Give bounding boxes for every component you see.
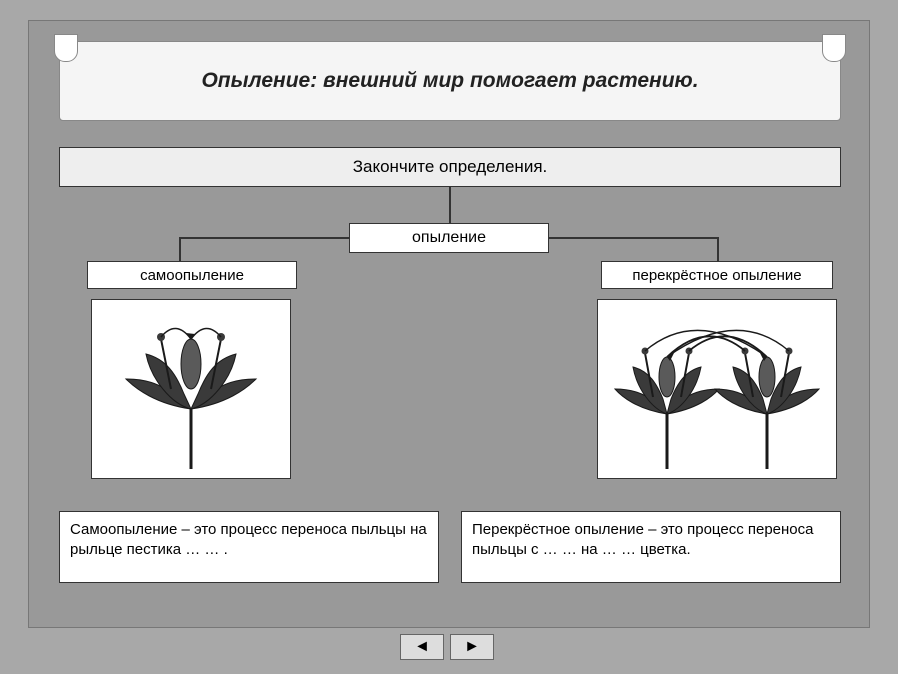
connector-line [549,237,719,239]
definition-right-text: Перекрёстное опыление – это процесс пере… [472,521,813,558]
nav-controls: ◄ ► [400,634,494,660]
slide-title: Опыление: внешний мир помогает растению. [201,69,698,93]
definition-right: Перекрёстное опыление – это процесс пере… [461,511,841,583]
branch-left-label-box: самоопыление [87,261,297,289]
chevron-right-icon: ► [464,638,480,656]
connector-line [179,237,181,261]
root-node: опыление [349,223,549,253]
branch-right-label-box: перекрёстное опыление [601,261,833,289]
flower-icon [116,309,266,469]
definition-left-text: Самоопыление – это процесс переноса пыль… [70,521,427,558]
branch-right-label: перекрёстное опыление [632,267,801,284]
branch-left-label: самоопыление [140,267,244,284]
connector-line [449,187,451,223]
chevron-left-icon: ◄ [414,638,430,656]
definition-left: Самоопыление – это процесс переноса пыль… [59,511,439,583]
instruction-box: Закончите определения. [59,147,841,187]
connector-line [179,237,349,239]
root-label: опыление [412,229,486,247]
illustration-self-pollination [91,299,291,479]
illustration-cross-pollination [597,299,837,479]
next-button[interactable]: ► [450,634,494,660]
connector-line [717,237,719,261]
flower-pair-icon [607,309,827,469]
slide-frame: Опыление: внешний мир помогает растению.… [28,20,870,628]
instruction-text: Закончите определения. [353,157,548,177]
prev-button[interactable]: ◄ [400,634,444,660]
title-banner: Опыление: внешний мир помогает растению. [59,41,841,121]
